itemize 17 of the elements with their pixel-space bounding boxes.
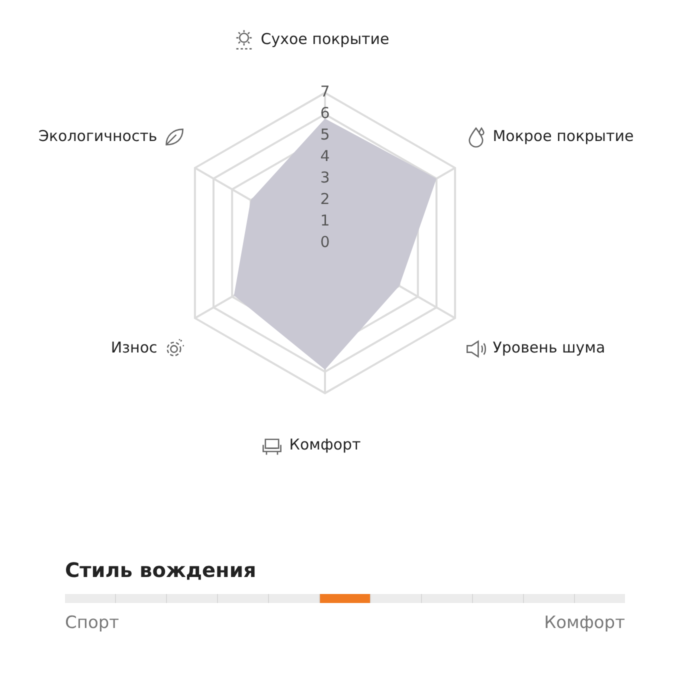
spoke-label: Уровень шума	[492, 338, 606, 357]
spoke-label: Экологичность	[38, 127, 158, 146]
y-tick-label: 5	[320, 126, 330, 144]
y-tick-label: 0	[320, 232, 330, 251]
y-tick-label: 1	[320, 211, 330, 230]
text: Спорт	[65, 613, 120, 633]
y-tick-label: 4	[320, 147, 330, 166]
y-tick-label: 6	[320, 104, 330, 122]
y-tick-label: 7	[320, 82, 330, 101]
spoke-label: Износ	[110, 338, 158, 357]
spoke-label: Мокрое покрытие	[492, 127, 634, 146]
text: Стиль вождения	[65, 558, 258, 582]
text: Комфорт	[544, 613, 625, 633]
spoke-label: Сухое покрытие	[260, 30, 390, 48]
y-tick-label: 3	[320, 168, 330, 187]
y-tick-label: 2	[320, 190, 330, 208]
spoke-label: Комфорт	[289, 436, 361, 454]
